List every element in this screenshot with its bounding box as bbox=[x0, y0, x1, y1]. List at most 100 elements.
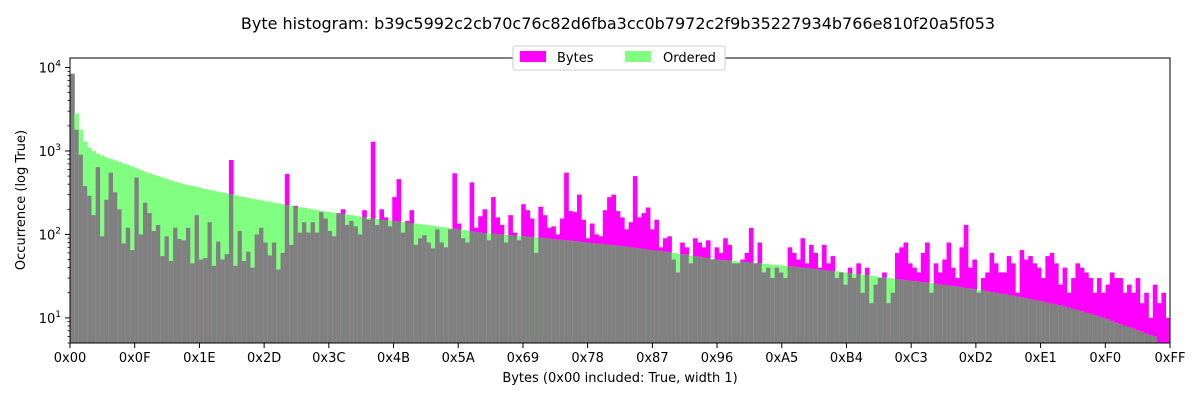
overlap-bar bbox=[632, 247, 638, 343]
overlap-bar bbox=[1127, 327, 1132, 343]
overlap-bar bbox=[241, 261, 247, 343]
overlap-bar bbox=[155, 224, 161, 343]
overlap-bar bbox=[452, 228, 458, 343]
overlap-bar bbox=[443, 247, 449, 343]
overlap-bar bbox=[332, 236, 337, 343]
legend-swatch-bytes bbox=[520, 51, 546, 62]
bytes-bar bbox=[1122, 292, 1128, 343]
overlap-bar bbox=[852, 278, 857, 343]
overlap-bar bbox=[147, 213, 152, 343]
overlap-bar bbox=[379, 219, 385, 343]
overlap-bar bbox=[903, 280, 909, 343]
overlap-bar bbox=[516, 240, 522, 343]
overlap-bar bbox=[1101, 317, 1106, 343]
overlap-bar bbox=[340, 213, 346, 343]
overlap-bar bbox=[469, 231, 475, 343]
bytes-bar bbox=[963, 224, 969, 343]
overlap-bar bbox=[684, 254, 690, 343]
overlap-bar bbox=[972, 289, 977, 343]
overlap-bar bbox=[847, 272, 853, 343]
overlap-bar bbox=[731, 263, 737, 343]
overlap-bar bbox=[370, 218, 376, 343]
bytes-bar bbox=[1062, 267, 1068, 343]
overlap-bar bbox=[1032, 299, 1038, 343]
overlap-bar bbox=[323, 218, 329, 343]
overlap-bar bbox=[551, 239, 556, 343]
overlap-bar bbox=[1092, 315, 1098, 343]
y-tick-label: 103 bbox=[39, 143, 61, 160]
overlap-bar bbox=[1058, 305, 1063, 343]
overlap-bar bbox=[761, 272, 767, 343]
overlap-bar bbox=[688, 263, 694, 343]
overlap-bar bbox=[589, 242, 595, 343]
overlap-bar bbox=[989, 292, 995, 343]
overlap-bar bbox=[748, 262, 754, 343]
overlap-bar bbox=[993, 292, 999, 343]
overlap-bar bbox=[1041, 301, 1046, 343]
overlap-bar bbox=[834, 278, 840, 343]
overlap-bar bbox=[254, 234, 260, 343]
overlap-bar bbox=[259, 227, 264, 343]
bars-layer bbox=[70, 73, 1171, 343]
y-tick-label: 101 bbox=[39, 310, 61, 327]
overlap-bar bbox=[959, 287, 965, 343]
bytes-bar bbox=[1045, 256, 1051, 343]
overlap-bar bbox=[190, 263, 195, 343]
overlap-bar bbox=[263, 242, 269, 343]
overlap-bar bbox=[228, 194, 234, 343]
overlap-bar bbox=[1028, 299, 1033, 343]
overlap-bar bbox=[280, 252, 286, 343]
overlap-bar bbox=[134, 177, 140, 343]
overlap-bar bbox=[383, 219, 389, 343]
overlap-bar bbox=[207, 222, 213, 343]
overlap-bar bbox=[1053, 304, 1059, 343]
overlap-bar bbox=[508, 235, 513, 343]
overlap-bar bbox=[271, 242, 277, 343]
overlap-bar bbox=[1036, 300, 1042, 343]
overlap-bar bbox=[843, 284, 849, 343]
overlap-bar bbox=[963, 288, 969, 343]
x-tick-label: 0x0F bbox=[119, 351, 151, 366]
bytes-bar bbox=[1019, 250, 1025, 343]
overlap-bar bbox=[1122, 325, 1128, 343]
overlap-bar bbox=[1019, 297, 1025, 343]
x-tick-label: 0x5A bbox=[442, 351, 475, 366]
bytes-bar bbox=[1105, 284, 1111, 343]
overlap-bar bbox=[1096, 316, 1102, 343]
overlap-bar bbox=[413, 244, 419, 343]
overlap-bar bbox=[143, 202, 148, 343]
x-axis: 0x00 0x0F 0x1E 0x2D 0x3C 0x4B 0x5A 0x69 0x78 0x87… bbox=[54, 343, 1185, 366]
x-tick-label: 0xF0 bbox=[1089, 351, 1121, 366]
overlap-bar bbox=[100, 236, 105, 343]
overlap-bar bbox=[723, 260, 728, 343]
overlap-bar bbox=[1148, 335, 1154, 343]
overlap-bar bbox=[598, 243, 604, 343]
overlap-bar bbox=[985, 291, 990, 343]
overlap-bar bbox=[555, 239, 561, 343]
overlap-bar bbox=[112, 192, 118, 343]
overlap-bar bbox=[74, 129, 79, 343]
overlap-bar bbox=[950, 286, 956, 343]
overlap-bar bbox=[456, 229, 462, 343]
overlap-bar bbox=[1109, 320, 1115, 343]
overlap-bar bbox=[499, 234, 505, 343]
overlap-bar bbox=[817, 269, 823, 343]
overlap-bar bbox=[602, 244, 608, 343]
overlap-bar bbox=[465, 242, 470, 343]
overlap-bar bbox=[718, 259, 724, 343]
overlap-bar bbox=[654, 250, 660, 343]
overlap-bar bbox=[117, 209, 122, 343]
overlap-bar bbox=[568, 240, 574, 343]
overlap-bar bbox=[426, 242, 432, 343]
bytes-bar bbox=[1165, 317, 1171, 343]
overlap-bar bbox=[1131, 328, 1136, 343]
y-tick-label: 104 bbox=[39, 60, 62, 77]
overlap-bar bbox=[671, 259, 677, 343]
overlap-bar bbox=[585, 242, 591, 343]
overlap-bar bbox=[289, 244, 294, 343]
overlap-bar bbox=[91, 215, 97, 343]
overlap-bar bbox=[267, 255, 273, 343]
overlap-bar bbox=[929, 292, 935, 343]
overlap-bar bbox=[349, 220, 354, 343]
overlap-bar bbox=[521, 236, 526, 343]
